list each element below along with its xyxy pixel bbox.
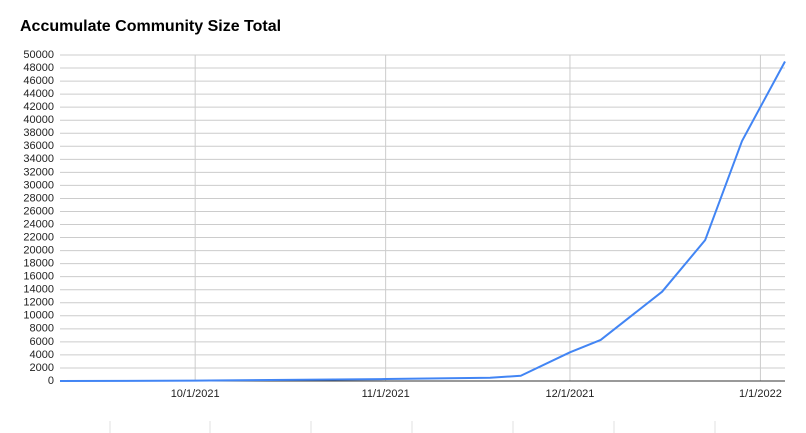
x-tick-label: 1/1/2022 [739, 388, 782, 400]
y-tick-label: 48000 [23, 62, 54, 74]
y-tick-label: 0 [48, 375, 54, 387]
y-tick-label: 14000 [23, 284, 54, 296]
data-line [59, 61, 786, 382]
x-tick-label: 11/1/2021 [362, 388, 410, 400]
y-tick-label: 38000 [23, 127, 54, 139]
y-tick-label: 24000 [23, 218, 54, 230]
y-tick-label: 34000 [23, 153, 54, 165]
footer-cells [109, 421, 716, 433]
x-tick-label: 10/1/2021 [171, 388, 220, 400]
y-tick-label: 30000 [23, 179, 54, 191]
y-tick-label: 32000 [23, 166, 54, 178]
y-tick-label: 46000 [23, 75, 54, 87]
y-tick-label: 40000 [23, 114, 54, 126]
y-tick-label: 8000 [30, 323, 54, 335]
y-tick-label: 4000 [30, 349, 54, 361]
y-tick-label: 12000 [23, 297, 54, 309]
y-tick-label: 22000 [23, 231, 54, 243]
chart-title: Accumulate Community Size Total [20, 18, 281, 35]
y-tick-label: 16000 [23, 271, 54, 283]
y-tick-label: 20000 [23, 245, 54, 257]
y-tick-label: 50000 [23, 49, 54, 61]
y-tick-label: 2000 [30, 362, 54, 374]
y-tick-label: 26000 [23, 205, 54, 217]
y-tick-label: 10000 [23, 310, 54, 322]
y-tick-label: 36000 [23, 140, 54, 152]
y-tick-label: 42000 [23, 101, 54, 113]
x-tick-label: 12/1/2021 [545, 388, 594, 400]
y-tick-label: 18000 [23, 258, 54, 270]
y-tick-label: 28000 [23, 192, 54, 204]
y-tick-label: 44000 [23, 88, 54, 100]
y-tick-label: 6000 [30, 336, 54, 348]
